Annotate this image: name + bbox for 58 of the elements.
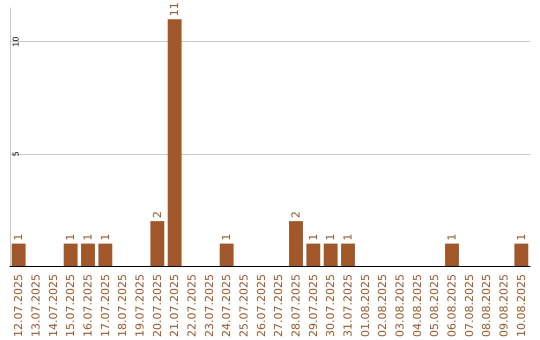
x-tick-label: 31.07.2025 bbox=[342, 274, 354, 338]
x-tick-label: 29.07.2025 bbox=[306, 274, 320, 338]
bar bbox=[514, 244, 528, 266]
y-tick-label: 5 bbox=[12, 151, 20, 156]
data-label: 1 bbox=[514, 234, 528, 241]
x-tick-label: 21.07.2025 bbox=[168, 274, 182, 338]
bar bbox=[150, 221, 164, 266]
bar bbox=[341, 244, 355, 266]
x-tick-label: 18.07.2025 bbox=[116, 274, 130, 338]
x-tick-label: 06.08.2025 bbox=[446, 274, 458, 338]
x-tick-label: 20.07.2025 bbox=[150, 274, 164, 338]
x-tick-label: 09.08.2025 bbox=[498, 274, 510, 338]
bar bbox=[168, 19, 182, 266]
data-label: 1 bbox=[82, 234, 94, 241]
data-label: 1 bbox=[324, 234, 338, 241]
data-label: 1 bbox=[306, 234, 320, 241]
data-label: 1 bbox=[446, 234, 458, 241]
x-tick-label: 16.07.2025 bbox=[82, 274, 94, 338]
x-tick-label: 17.07.2025 bbox=[98, 274, 112, 338]
x-tick-label: 13.07.2025 bbox=[30, 274, 42, 338]
x-tick-label: 15.07.2025 bbox=[64, 274, 78, 338]
data-label: 1 bbox=[98, 234, 112, 241]
x-tick-label: 30.07.2025 bbox=[324, 274, 338, 338]
x-tick-label: 26.07.2025 bbox=[254, 274, 268, 338]
bar bbox=[12, 244, 26, 266]
bar bbox=[306, 244, 320, 266]
data-label: 2 bbox=[150, 211, 164, 218]
x-tick-label: 03.08.2025 bbox=[394, 274, 406, 338]
x-tick-label: 25.07.2025 bbox=[238, 274, 250, 338]
x-tick-label: 22.07.2025 bbox=[186, 274, 198, 338]
bar bbox=[289, 221, 303, 266]
bar bbox=[324, 244, 338, 266]
bar bbox=[81, 244, 95, 266]
data-label: 1 bbox=[220, 234, 234, 241]
bar bbox=[445, 244, 459, 266]
bar bbox=[64, 244, 78, 266]
x-tick-label: 02.08.2025 bbox=[376, 274, 390, 338]
x-tick-label: 27.07.2025 bbox=[272, 274, 286, 338]
data-label: 1 bbox=[12, 234, 26, 241]
x-tick-label: 24.07.2025 bbox=[220, 274, 234, 338]
x-tick-label: 10.08.2025 bbox=[514, 274, 528, 338]
x-tick-label: 28.07.2025 bbox=[290, 274, 302, 338]
data-label: 11 bbox=[168, 2, 182, 16]
x-tick-label: 12.07.2025 bbox=[12, 274, 26, 338]
x-tick-label: 14.07.2025 bbox=[46, 274, 60, 338]
x-tick-label: 05.08.2025 bbox=[428, 274, 442, 338]
x-tick-label: 04.08.2025 bbox=[410, 274, 424, 338]
x-tick-label: 08.08.2025 bbox=[480, 274, 494, 338]
y-tick-label: 10 bbox=[12, 36, 20, 47]
x-tick-label: 07.08.2025 bbox=[462, 274, 476, 338]
x-tick-label: 01.08.2025 bbox=[358, 274, 372, 338]
bar bbox=[220, 244, 234, 266]
data-label: 2 bbox=[290, 211, 302, 218]
data-label: 1 bbox=[64, 234, 78, 241]
x-tick-label: 23.07.2025 bbox=[202, 274, 216, 338]
bar bbox=[98, 244, 112, 266]
x-tick-label: 19.07.2025 bbox=[134, 274, 146, 338]
data-label: 1 bbox=[342, 234, 354, 241]
